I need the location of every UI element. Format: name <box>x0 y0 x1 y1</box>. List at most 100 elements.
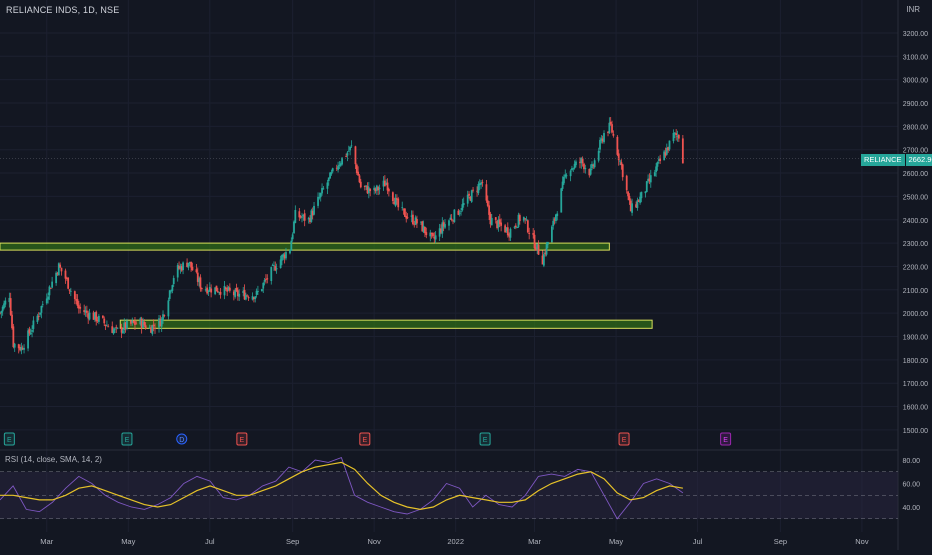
price-candle <box>41 300 44 308</box>
candle-body <box>608 122 611 134</box>
candle-body <box>111 326 114 333</box>
price-candle <box>612 130 615 138</box>
price-candle <box>124 321 127 333</box>
candle-body <box>216 291 219 293</box>
candle-body <box>579 161 581 163</box>
candle-body <box>553 219 556 221</box>
candle-body <box>0 311 3 314</box>
last-price-symbol: RELIANCE <box>861 154 906 166</box>
candle-body <box>416 219 418 224</box>
price-candle <box>657 156 660 164</box>
candle-body <box>298 211 301 218</box>
rsi-line <box>0 457 684 520</box>
candle-body <box>414 217 417 225</box>
price-candle <box>498 214 501 227</box>
candle-body <box>257 291 259 292</box>
price-candle <box>553 217 556 225</box>
price-candle <box>27 327 29 352</box>
price-candle <box>107 324 110 328</box>
price-candle <box>668 140 671 152</box>
price-candle <box>486 195 489 208</box>
price-candle <box>115 324 118 333</box>
candle-body <box>124 322 127 329</box>
price-candle <box>120 323 123 339</box>
price-candle <box>9 292 12 316</box>
price-candle <box>625 174 628 194</box>
price-candle <box>681 134 684 164</box>
candle-body <box>655 166 658 172</box>
candle-body <box>627 191 629 197</box>
price-candle <box>76 294 79 309</box>
candle-body <box>303 213 306 221</box>
price-candle <box>20 342 23 355</box>
price-candle <box>442 220 445 232</box>
price-candle <box>655 163 658 177</box>
candle-body <box>167 300 170 317</box>
price-candle <box>47 292 50 304</box>
candle-body <box>588 169 591 176</box>
candle-body <box>401 206 404 208</box>
price-candle <box>322 185 325 190</box>
candle-body <box>88 312 91 320</box>
price-candle <box>64 268 67 284</box>
candle-body <box>263 280 266 282</box>
event-marker-label: E <box>723 437 728 444</box>
price-candle <box>617 149 620 166</box>
price-candle <box>345 153 348 158</box>
price-candle <box>517 212 520 229</box>
candle-body <box>581 158 584 164</box>
candle-body <box>663 151 666 161</box>
price-candle <box>140 316 143 334</box>
candle-body <box>199 277 202 289</box>
candle-body <box>60 267 63 272</box>
rsi-tick-label: 80.00 <box>902 458 920 465</box>
candle-body <box>593 160 596 168</box>
price-candle <box>387 187 390 197</box>
candle-body <box>457 210 460 215</box>
symbol-title[interactable]: RELIANCE INDS, 1D, NSE <box>6 5 120 15</box>
candle-body <box>394 197 397 206</box>
candle-body <box>374 188 377 192</box>
candle-body <box>151 325 154 335</box>
price-candle <box>242 287 245 297</box>
candle-body <box>575 161 577 166</box>
price-candle <box>1 305 4 316</box>
rsi-sma-line <box>0 461 684 511</box>
rsi-tick-label: 40.00 <box>902 505 920 512</box>
candle-body <box>542 254 545 266</box>
price-candle <box>37 312 40 321</box>
price-candle <box>339 161 342 168</box>
price-candle <box>588 168 591 178</box>
candle-body <box>472 189 474 191</box>
price-candle <box>207 289 210 296</box>
candle-body <box>508 234 511 237</box>
price-candle <box>294 205 297 224</box>
price-candle <box>460 207 462 216</box>
price-candle <box>514 223 517 230</box>
rsi-indicator-title[interactable]: RSI (14, close, SMA, 14, 2) <box>5 455 102 464</box>
time-tick-label: Sep <box>774 537 787 546</box>
candle-body <box>319 193 322 198</box>
candle-body <box>552 220 555 226</box>
price-candle <box>114 327 116 334</box>
candle-body <box>196 272 199 282</box>
price-candle <box>290 237 293 251</box>
candle-body <box>449 217 452 220</box>
price-candle <box>3 300 5 310</box>
candle-body <box>657 159 660 161</box>
candle-body <box>20 347 23 351</box>
price-candle <box>550 225 553 243</box>
price-candle <box>84 306 87 317</box>
candle-body <box>665 147 668 155</box>
candle-body <box>500 222 503 226</box>
price-candle <box>675 129 678 141</box>
candle-body <box>534 247 537 251</box>
price-candle <box>255 288 258 298</box>
price-candle <box>75 293 78 305</box>
price-tick-label: 1900.00 <box>903 335 928 342</box>
candle-body <box>668 140 671 150</box>
candle-body <box>255 290 258 295</box>
candle-body <box>541 255 544 265</box>
candle-body <box>130 320 132 324</box>
